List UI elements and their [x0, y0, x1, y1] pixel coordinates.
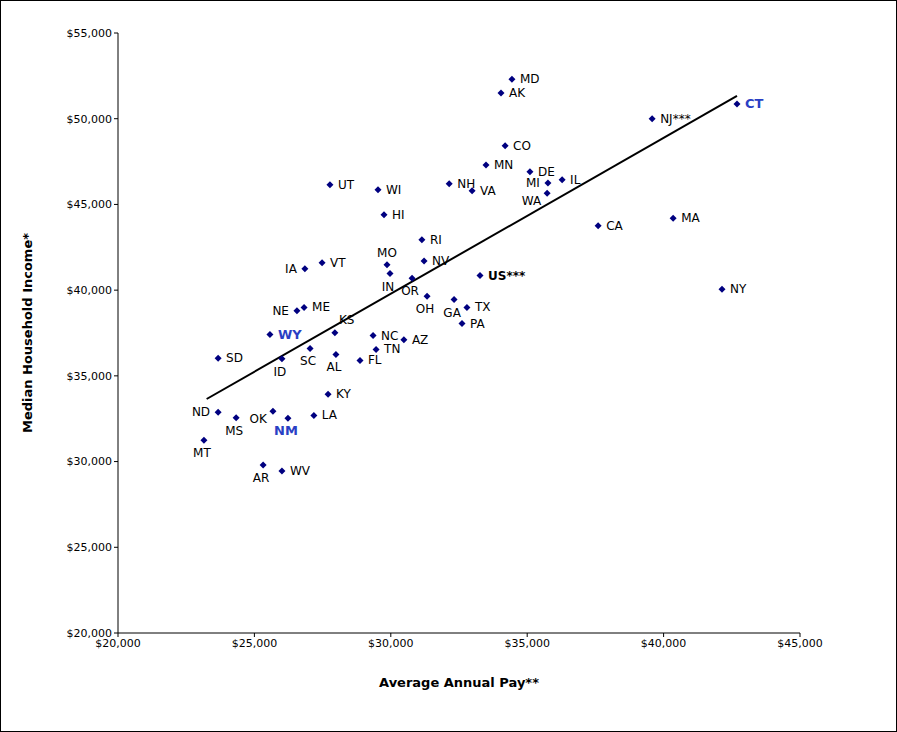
svg-text:OH: OH: [416, 302, 434, 316]
svg-text:CA: CA: [606, 219, 623, 233]
svg-text:DE: DE: [538, 165, 555, 179]
svg-text:$40,000: $40,000: [67, 284, 113, 297]
svg-text:GA: GA: [443, 306, 461, 320]
svg-text:PA: PA: [470, 317, 485, 331]
svg-text:KS: KS: [339, 313, 355, 327]
svg-text:KY: KY: [336, 387, 351, 401]
svg-text:ME: ME: [312, 300, 330, 314]
svg-text:VA: VA: [480, 184, 496, 198]
svg-text:NH: NH: [457, 176, 476, 191]
svg-text:CO: CO: [513, 139, 531, 153]
svg-text:Average Annual Pay**: Average Annual Pay**: [379, 675, 539, 690]
svg-text:MI: MI: [526, 176, 540, 190]
svg-text:US***: US***: [488, 269, 526, 283]
svg-text:WV: WV: [290, 464, 311, 478]
svg-text:TX: TX: [474, 300, 491, 314]
svg-text:MN: MN: [494, 158, 513, 172]
svg-text:UT: UT: [338, 178, 355, 192]
svg-text:NY: NY: [730, 282, 747, 296]
svg-text:AZ: AZ: [412, 333, 428, 347]
svg-text:$25,000: $25,000: [67, 541, 113, 554]
svg-text:$45,000: $45,000: [67, 198, 113, 211]
svg-text:$35,000: $35,000: [67, 370, 113, 383]
svg-text:MS: MS: [225, 424, 243, 438]
svg-text:WY: WY: [278, 327, 302, 342]
svg-text:NM: NM: [274, 423, 298, 438]
svg-text:$30,000: $30,000: [368, 637, 414, 650]
svg-text:$20,000: $20,000: [95, 636, 141, 650]
svg-text:TN: TN: [383, 342, 400, 356]
svg-text:AL: AL: [327, 360, 342, 374]
svg-text:$45,000: $45,000: [777, 637, 823, 650]
svg-text:OR: OR: [401, 284, 419, 298]
svg-text:ND: ND: [192, 405, 210, 419]
svg-text:HI: HI: [392, 208, 405, 222]
svg-text:$35,000: $35,000: [504, 637, 550, 650]
svg-text:NC: NC: [381, 329, 398, 343]
svg-text:MA: MA: [681, 211, 700, 225]
svg-text:NE: NE: [272, 304, 289, 318]
svg-text:AK: AK: [509, 86, 526, 100]
svg-text:LA: LA: [322, 408, 338, 422]
svg-text:SD: SD: [226, 351, 243, 365]
svg-text:$20,000: $20,000: [67, 627, 113, 640]
svg-text:$25,000: $25,000: [232, 637, 278, 650]
svg-text:FL: FL: [368, 353, 382, 367]
svg-text:MD: MD: [520, 72, 540, 86]
svg-text:OK: OK: [250, 412, 268, 426]
svg-text:CT: CT: [745, 96, 764, 111]
svg-text:ID: ID: [274, 365, 287, 379]
svg-text:IL: IL: [570, 173, 581, 187]
svg-text:WI: WI: [386, 183, 401, 197]
svg-text:WA: WA: [522, 194, 542, 208]
svg-text:SC: SC: [300, 354, 316, 368]
svg-text:$55,000: $55,000: [67, 27, 113, 40]
svg-text:MT: MT: [193, 446, 211, 460]
svg-text:$40,000: $40,000: [641, 637, 687, 650]
svg-text:AR: AR: [253, 471, 270, 485]
svg-text:MO: MO: [377, 246, 397, 260]
svg-text:NV: NV: [432, 254, 450, 268]
svg-text:$50,000: $50,000: [67, 113, 113, 126]
svg-text:VT: VT: [330, 256, 346, 270]
svg-text:IN: IN: [382, 280, 395, 294]
svg-text:IA: IA: [285, 262, 298, 276]
svg-text:Median Household Income*: Median Household Income*: [20, 233, 35, 433]
svg-text:$30,000: $30,000: [67, 455, 113, 468]
svg-text:RI: RI: [430, 233, 442, 247]
svg-text:NJ***: NJ***: [660, 112, 691, 126]
